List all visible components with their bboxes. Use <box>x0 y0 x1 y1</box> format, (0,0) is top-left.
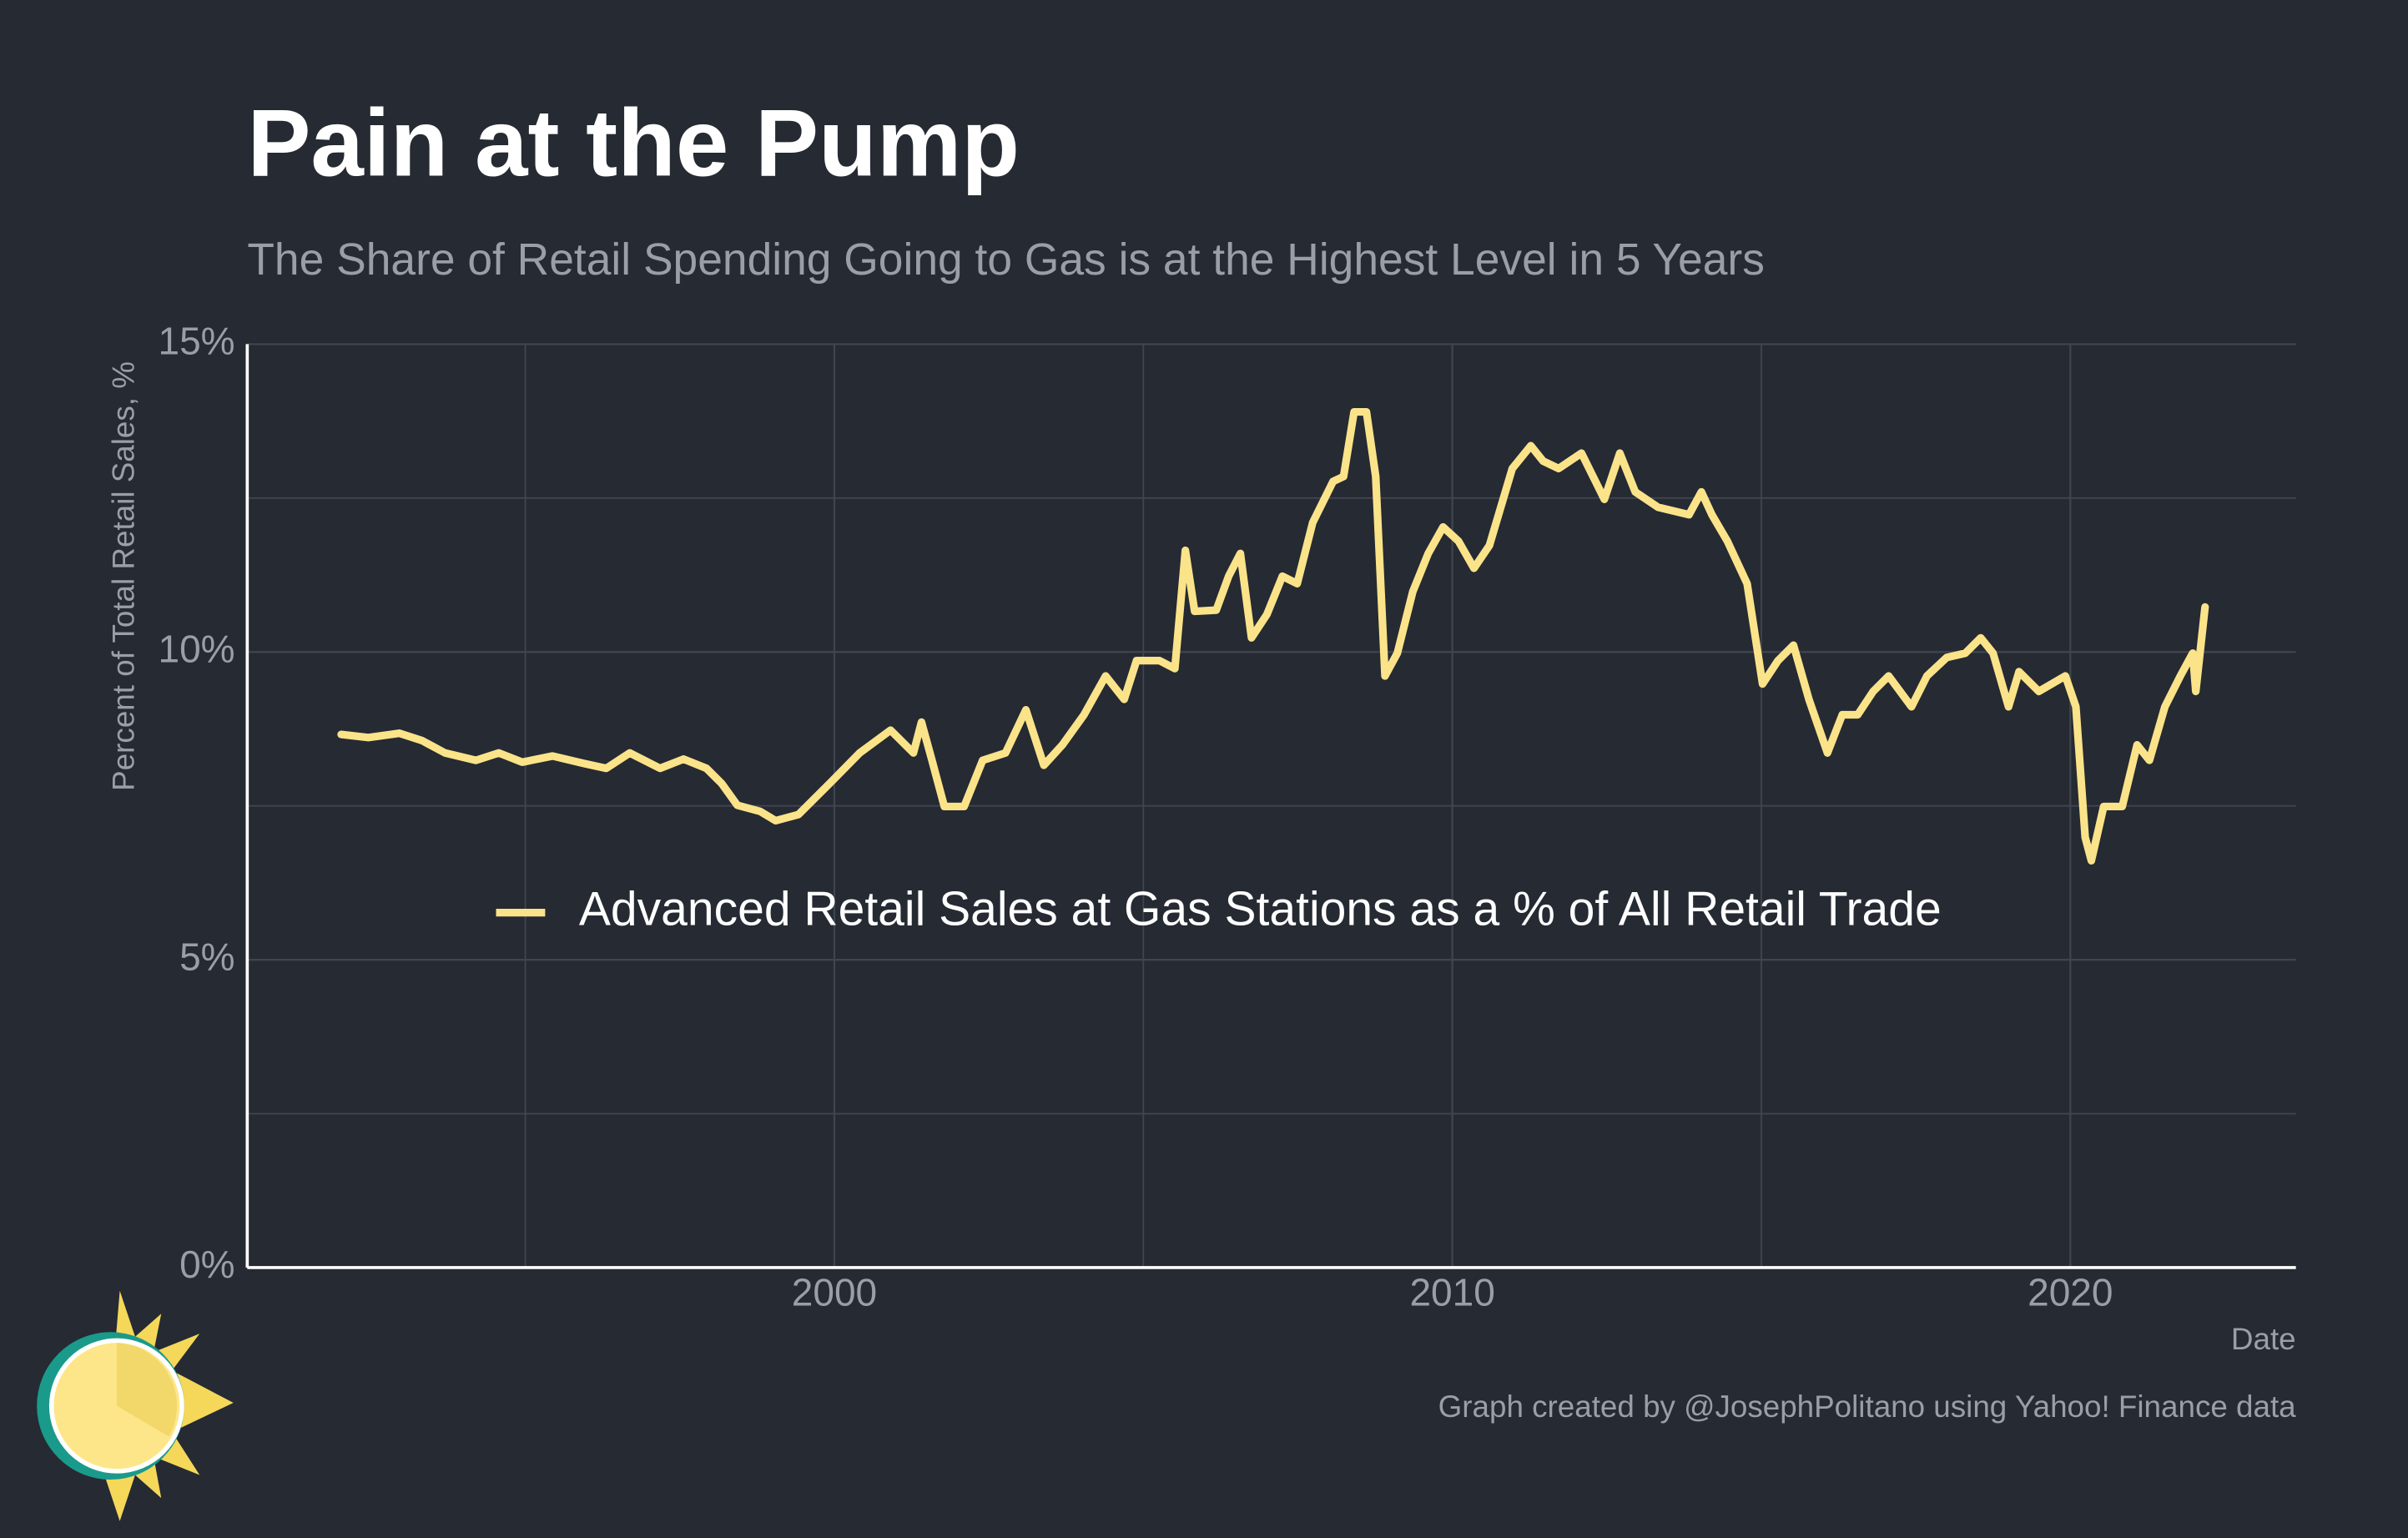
y-axis-label: Percent of Total Retail Sales, % <box>107 361 141 791</box>
chart-subtitle: The Share of Retail Spending Going to Ga… <box>247 235 1765 285</box>
y-tick-label: 0% <box>179 1243 235 1286</box>
caption: Graph created by @JosephPolitano using Y… <box>1438 1389 2297 1424</box>
x-tick-label: 2020 <box>2028 1270 2113 1314</box>
series-line <box>337 407 2209 865</box>
chart-title: Pain at the Pump <box>247 91 1020 197</box>
y-tick-label: 10% <box>159 627 235 670</box>
y-tick-label: 15% <box>159 320 235 363</box>
x-axis-label: Date <box>2231 1322 2296 1356</box>
legend-label: Advanced Retail Sales at Gas Stations as… <box>579 883 1942 936</box>
logo <box>37 1290 234 1521</box>
x-tick-label: 2000 <box>792 1270 877 1314</box>
y-tick-label: 5% <box>179 935 235 978</box>
x-tick-label: 2010 <box>1409 1270 1494 1314</box>
